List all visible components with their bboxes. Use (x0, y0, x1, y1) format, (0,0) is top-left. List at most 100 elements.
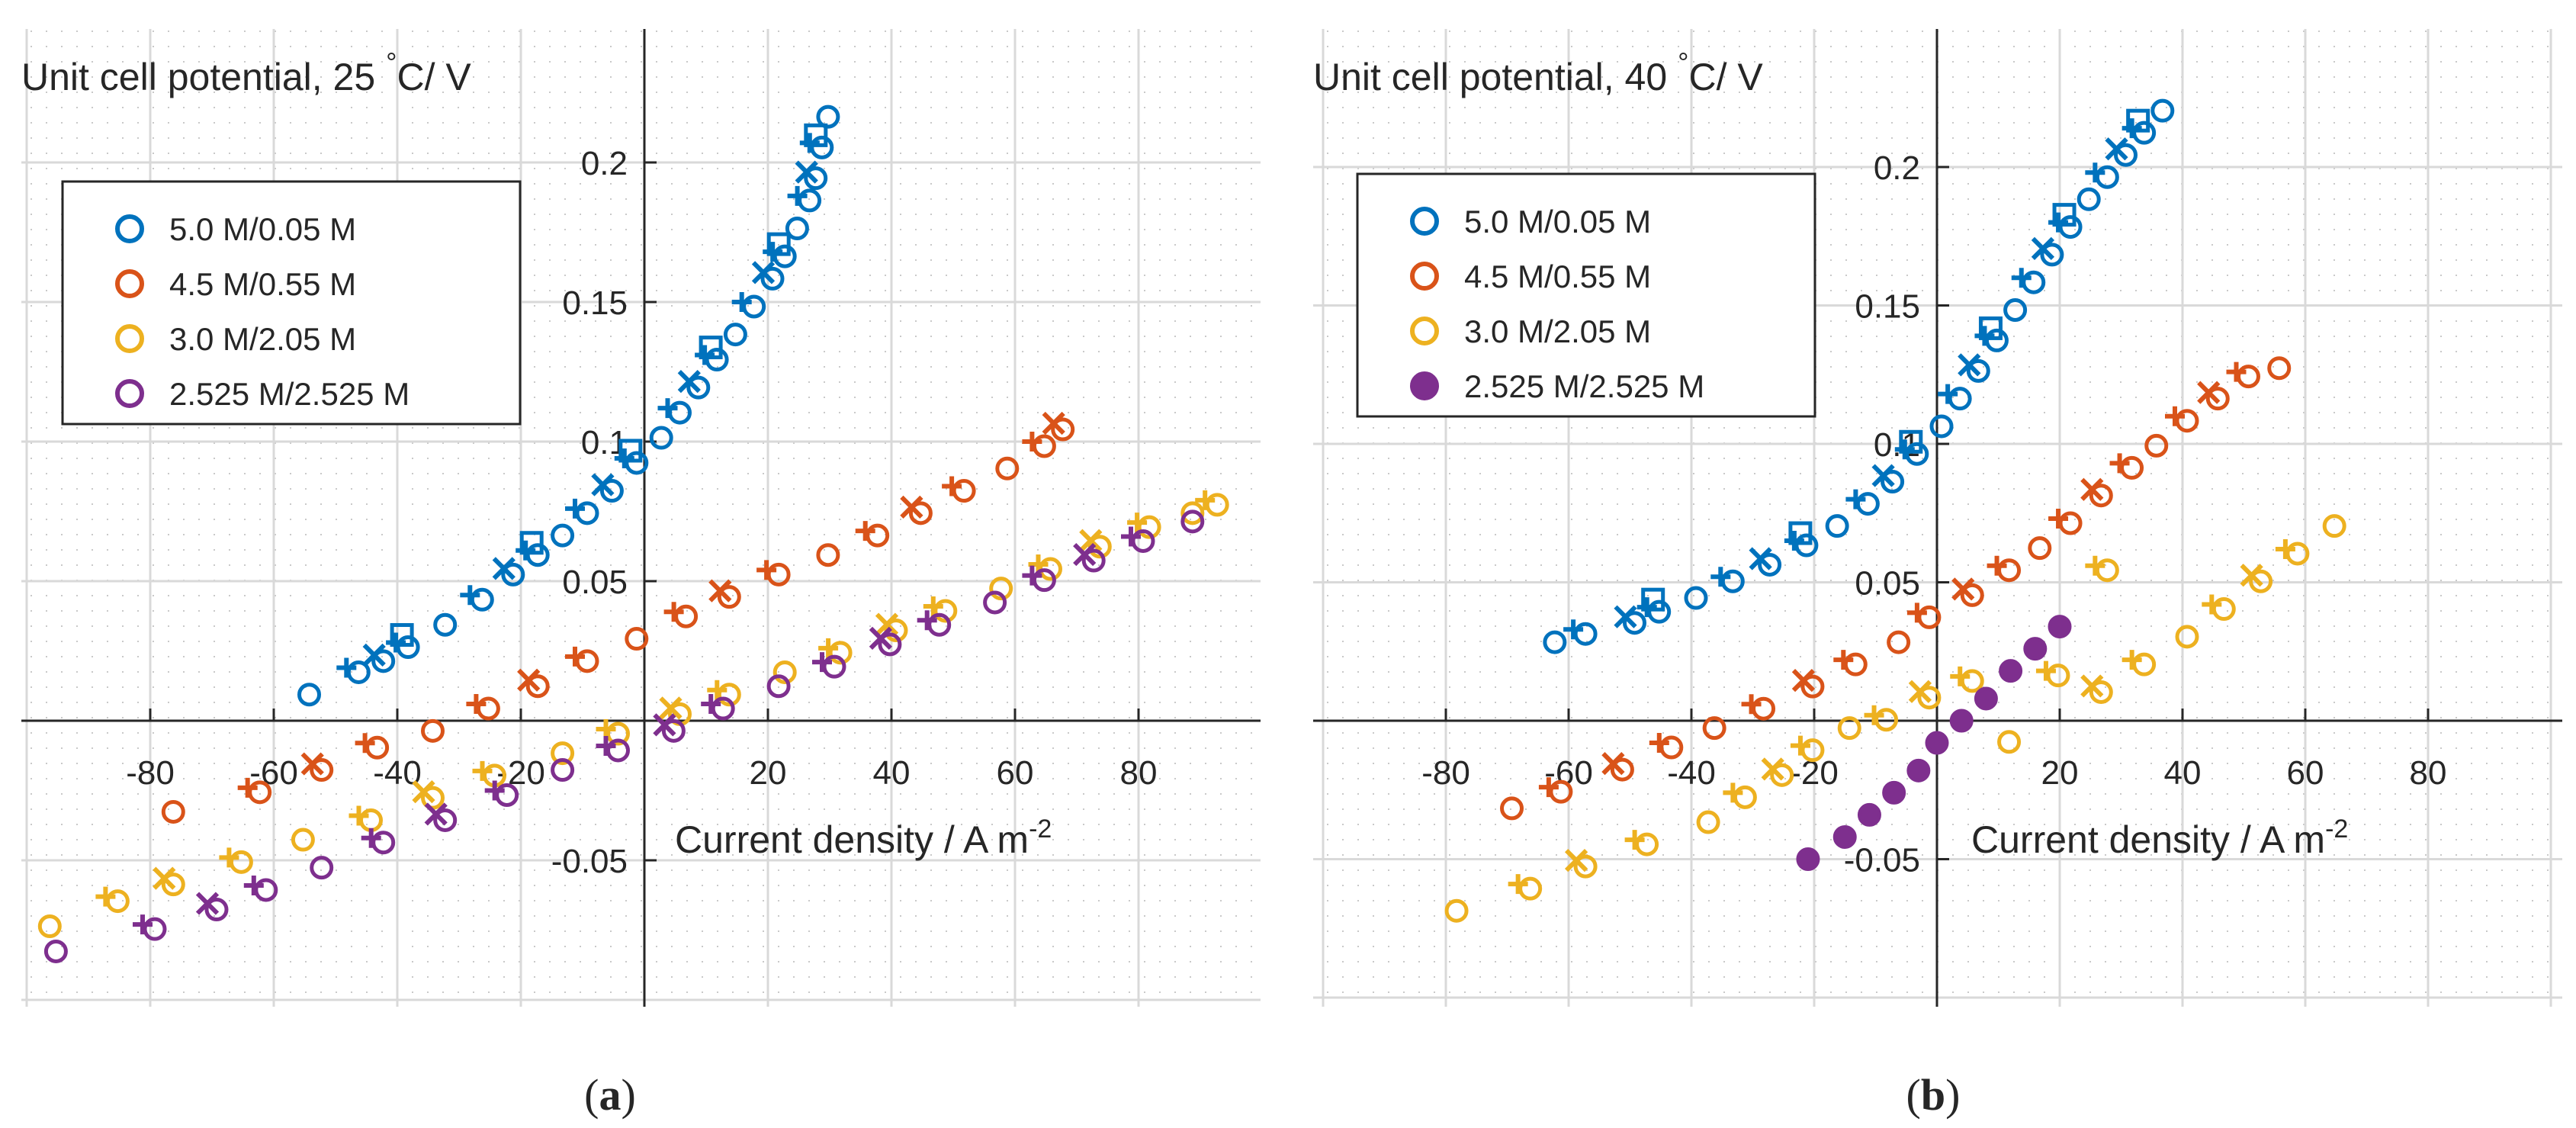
series-point-group (2122, 108, 2157, 145)
data-point (1917, 686, 1942, 710)
data-point (1500, 796, 1524, 821)
data-point (2035, 660, 2056, 681)
data-point (1702, 716, 1726, 741)
x-tick-label: 20 (2041, 754, 2079, 792)
series-point-group (237, 777, 272, 805)
data-point (1999, 659, 2023, 683)
data-point (95, 886, 116, 907)
panel-a-xlabel: Current density / A m-2 (675, 815, 1052, 861)
data-point (1894, 439, 1915, 460)
y-tick-label: 0.05 (562, 564, 628, 601)
series-point-group (942, 476, 976, 503)
series-point-group (1042, 411, 1075, 442)
series-point-group (1882, 780, 1906, 805)
legend-marker (1410, 207, 1439, 236)
data-point (760, 266, 785, 291)
data-point (1960, 583, 1984, 607)
data-point (237, 777, 258, 798)
data-point (2126, 108, 2150, 133)
data-point (1951, 577, 1975, 601)
data-point (657, 398, 678, 419)
data-point (2080, 674, 2104, 698)
x-tick-label: -80 (1421, 754, 1470, 792)
series-point-group (460, 585, 494, 612)
data-point (2031, 236, 2055, 261)
series-point-group (1538, 777, 1573, 804)
series-point-group (816, 104, 840, 129)
series-point-group (596, 718, 630, 746)
data-point (908, 501, 933, 525)
data-point (2249, 569, 2273, 593)
series-point-group (818, 638, 853, 665)
series-point-group (2031, 236, 2064, 267)
data-point (763, 242, 783, 262)
data-point (1723, 783, 1743, 803)
series-point-group (2109, 453, 2144, 480)
legend-label: 2.525 M/2.525 M (1464, 368, 1704, 404)
series-point-group (917, 610, 952, 637)
series-point-group (1195, 490, 1229, 517)
data-point (2011, 268, 2032, 288)
data-point (751, 261, 776, 284)
series-point-group (565, 498, 599, 525)
data-point (699, 336, 723, 360)
data-point (1573, 854, 1598, 879)
data-point (2080, 477, 2104, 501)
series-point-group (772, 660, 797, 684)
data-point (1906, 603, 1927, 623)
series-point-group (161, 799, 185, 824)
data-point (983, 590, 1007, 615)
data-point (1601, 751, 1625, 776)
series-point-group (1951, 577, 1984, 607)
series-point-group (1845, 489, 1880, 516)
series-point-group (1022, 565, 1056, 593)
series-point-group (1864, 705, 1899, 732)
series-point-group (1871, 464, 1905, 494)
series-point-group (2150, 98, 2175, 123)
legend-label: 5.0 M/0.05 M (1464, 204, 1651, 239)
x-tick-label: 60 (2287, 754, 2324, 792)
legend-label: 4.5 M/0.55 M (1464, 259, 1651, 294)
data-point (661, 718, 686, 743)
series-point-group (2011, 268, 2046, 294)
data-point (1857, 802, 1881, 827)
series-point-group (424, 802, 458, 832)
data-point (484, 780, 505, 801)
series-point-group (855, 521, 890, 548)
data-point (386, 632, 406, 653)
legend-marker (1410, 262, 1439, 291)
data-point (204, 898, 229, 922)
data-point (1974, 326, 1995, 346)
series-point-group (695, 336, 729, 372)
data-point (2085, 162, 2105, 183)
data-point (989, 577, 1013, 601)
series-point-group (2003, 298, 2028, 322)
data-point (519, 531, 544, 555)
series-point-group (900, 495, 933, 525)
series-point-group (1073, 542, 1106, 573)
data-point (596, 735, 616, 756)
data-point (2202, 594, 2222, 615)
data-point (2089, 680, 2113, 704)
legend-label: 2.525 M/2.525 M (169, 376, 410, 412)
panel-a-ticks: -80 -60 -40 -20 20 40 60 80-0.050.050.10.150.2 (126, 145, 1157, 880)
data-point (433, 612, 458, 637)
data-point (43, 939, 68, 963)
legend-marker (1410, 371, 1439, 400)
data-point (663, 602, 684, 622)
series-point-group (2144, 433, 2169, 458)
series-point-group (1508, 874, 1543, 901)
series-point-group (1837, 716, 1861, 741)
data-point (686, 375, 711, 400)
series-point-group (386, 623, 420, 660)
data-point (1696, 810, 1720, 834)
data-point (551, 758, 575, 783)
series-point-group (517, 668, 550, 699)
series-point-group (785, 217, 809, 241)
series-point-group (1894, 429, 1929, 466)
series-point-group (1974, 316, 2009, 352)
series-point-group (1649, 733, 1684, 760)
series-point-group (799, 123, 834, 159)
series-point-group (614, 439, 649, 475)
series-point-group (1684, 586, 1708, 610)
